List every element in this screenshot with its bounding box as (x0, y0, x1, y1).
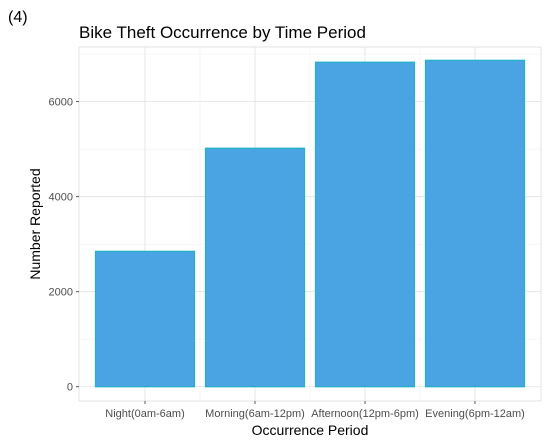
x-tick-label: Morning(6am-12pm) (205, 408, 305, 420)
y-tick-label: 6000 (49, 97, 73, 109)
bar (424, 59, 526, 388)
y-tick-label: 2000 (49, 287, 73, 299)
y-axis-title: Number Reported (27, 168, 43, 279)
chart-title: Bike Theft Occurrence by Time Period (79, 23, 366, 42)
x-tick-label: Night(0am-6am) (105, 408, 184, 420)
bar (204, 147, 306, 388)
panel-tag: (4) (8, 9, 28, 26)
y-tick-label: 0 (67, 382, 73, 394)
x-axis-title: Occurrence Period (252, 422, 369, 438)
x-axis-ticks: Night(0am-6am) Morning(6am-12pm) Afternoon… (105, 401, 525, 420)
bar (94, 250, 196, 388)
x-tick-label: Evening(6pm-12am) (425, 408, 525, 420)
y-axis-ticks: 0 2000 4000 6000 (49, 97, 79, 394)
x-tick-label: Afternoon(12pm-6pm) (311, 408, 419, 420)
y-tick-label: 4000 (49, 192, 73, 204)
bar (314, 61, 416, 388)
bars (94, 59, 526, 388)
